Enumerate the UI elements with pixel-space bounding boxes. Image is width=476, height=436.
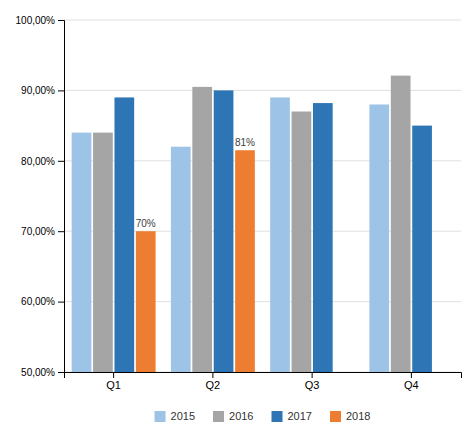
tick-label: 60,00% [21, 296, 55, 307]
legend-item: 2018 [330, 410, 370, 422]
annotations: 70% 81% [136, 137, 255, 229]
y-tick: 90,00% [21, 85, 64, 96]
axis-line [65, 373, 462, 379]
bar [369, 104, 389, 372]
y-axis: 50,00% 60,00% 70,00% 80,00% 90,00% 100,00% [16, 15, 65, 378]
bar [313, 103, 333, 372]
y-tick: 50,00% [21, 367, 64, 378]
legend-swatch [213, 411, 224, 422]
legend-label: 2018 [346, 410, 370, 422]
bar [391, 76, 411, 372]
annotation: 81% [235, 137, 255, 148]
legend-swatch [272, 411, 283, 422]
bar [192, 87, 212, 372]
legend-swatch [155, 411, 166, 422]
tick-label: Q1 [106, 379, 121, 391]
tick-mark [212, 372, 213, 378]
tick-mark [58, 231, 64, 232]
legend-label: 2016 [229, 410, 253, 422]
bar [412, 126, 432, 372]
chart: 50,00%60,00%70,00%80,00%90,00%100,00%Q1Q… [0, 0, 476, 436]
tick-mark [411, 372, 412, 378]
tick-mark [58, 161, 64, 162]
legend-label: 2017 [288, 410, 312, 422]
bar [214, 90, 234, 372]
y-tick: 70,00% [21, 226, 64, 237]
legend-item: 2016 [213, 410, 253, 422]
tick-label: Q4 [404, 379, 419, 391]
tick-label: 70,00% [21, 226, 55, 237]
tick-label: 80,00% [21, 156, 55, 167]
x-tick: Q4 [404, 372, 419, 391]
tick-label: 90,00% [21, 85, 55, 96]
tick-label: Q3 [305, 379, 320, 391]
bar [93, 133, 113, 372]
tick-mark [58, 20, 64, 21]
bar [292, 112, 312, 372]
grid-line [64, 20, 461, 21]
tick-label: 50,00% [21, 367, 55, 378]
bar [171, 147, 191, 372]
tick-label: 100,00% [16, 15, 56, 26]
bar [72, 133, 92, 372]
legend-item: 2017 [272, 410, 312, 422]
x-tick: Q2 [206, 372, 221, 391]
legend-label: 2015 [171, 410, 195, 422]
grid [64, 20, 461, 372]
bar [270, 97, 290, 372]
axis-line [58, 21, 65, 373]
tick-mark [113, 372, 114, 378]
tick-mark [58, 302, 64, 303]
x-axis: Q1 Q2 Q3 Q4 [65, 372, 462, 391]
x-tick: Q3 [305, 372, 320, 391]
bar [114, 97, 134, 372]
y-tick: 60,00% [21, 296, 64, 307]
x-tick: Q1 [106, 372, 121, 391]
plot: 50,00%60,00%70,00%80,00%90,00%100,00%Q1Q… [16, 15, 462, 391]
bar [235, 150, 255, 372]
tick-mark [58, 372, 64, 373]
tick-label: Q2 [206, 379, 221, 391]
tick-mark [312, 372, 313, 378]
legend: 2015 2016 2017 2018 [155, 410, 371, 422]
tick-mark [58, 90, 64, 91]
legend-item: 2015 [155, 410, 195, 422]
y-tick: 80,00% [21, 156, 64, 167]
y-tick: 100,00% [16, 15, 64, 26]
legend-swatch [330, 411, 341, 422]
bar [136, 231, 156, 372]
annotation: 70% [136, 218, 156, 229]
bars [72, 76, 432, 372]
